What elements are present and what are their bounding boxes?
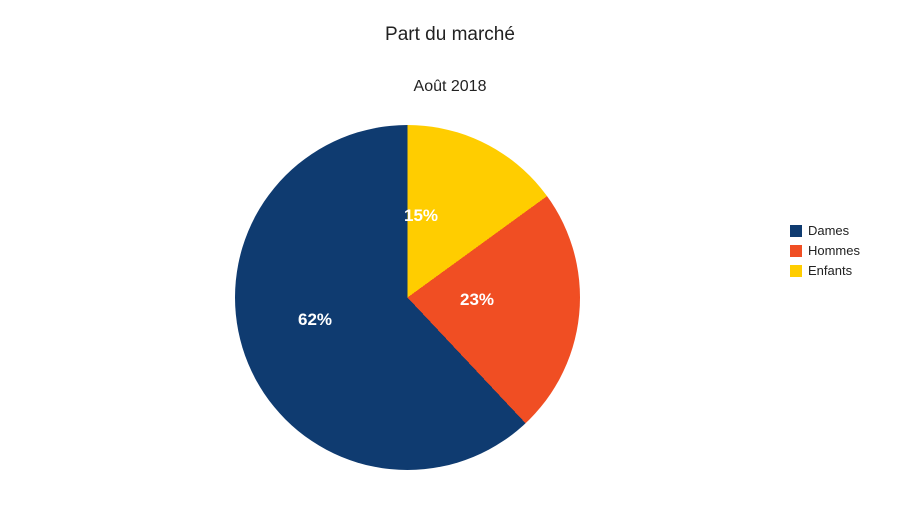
chart-subtitle: Août 2018 [0,78,900,96]
legend-item-enfants: Enfants [790,262,860,280]
legend-label: Dames [808,222,849,240]
legend-item-hommes: Hommes [790,242,860,260]
slice-label-enfants: 15% [404,206,438,226]
legend-label: Hommes [808,242,860,260]
chart-title: Part du marché [0,24,900,46]
legend-swatch-icon [790,225,802,237]
slice-label-dames: 62% [298,310,332,330]
legend-label: Enfants [808,262,852,280]
legend-item-dames: Dames [790,222,860,240]
slice-label-hommes: 23% [460,290,494,310]
pie-chart [235,125,580,470]
legend-swatch-icon [790,265,802,277]
legend-swatch-icon [790,245,802,257]
chart-container: Part du marché Août 2018 15% 23% 62% Dam… [0,0,900,506]
legend: Dames Hommes Enfants [790,220,860,282]
